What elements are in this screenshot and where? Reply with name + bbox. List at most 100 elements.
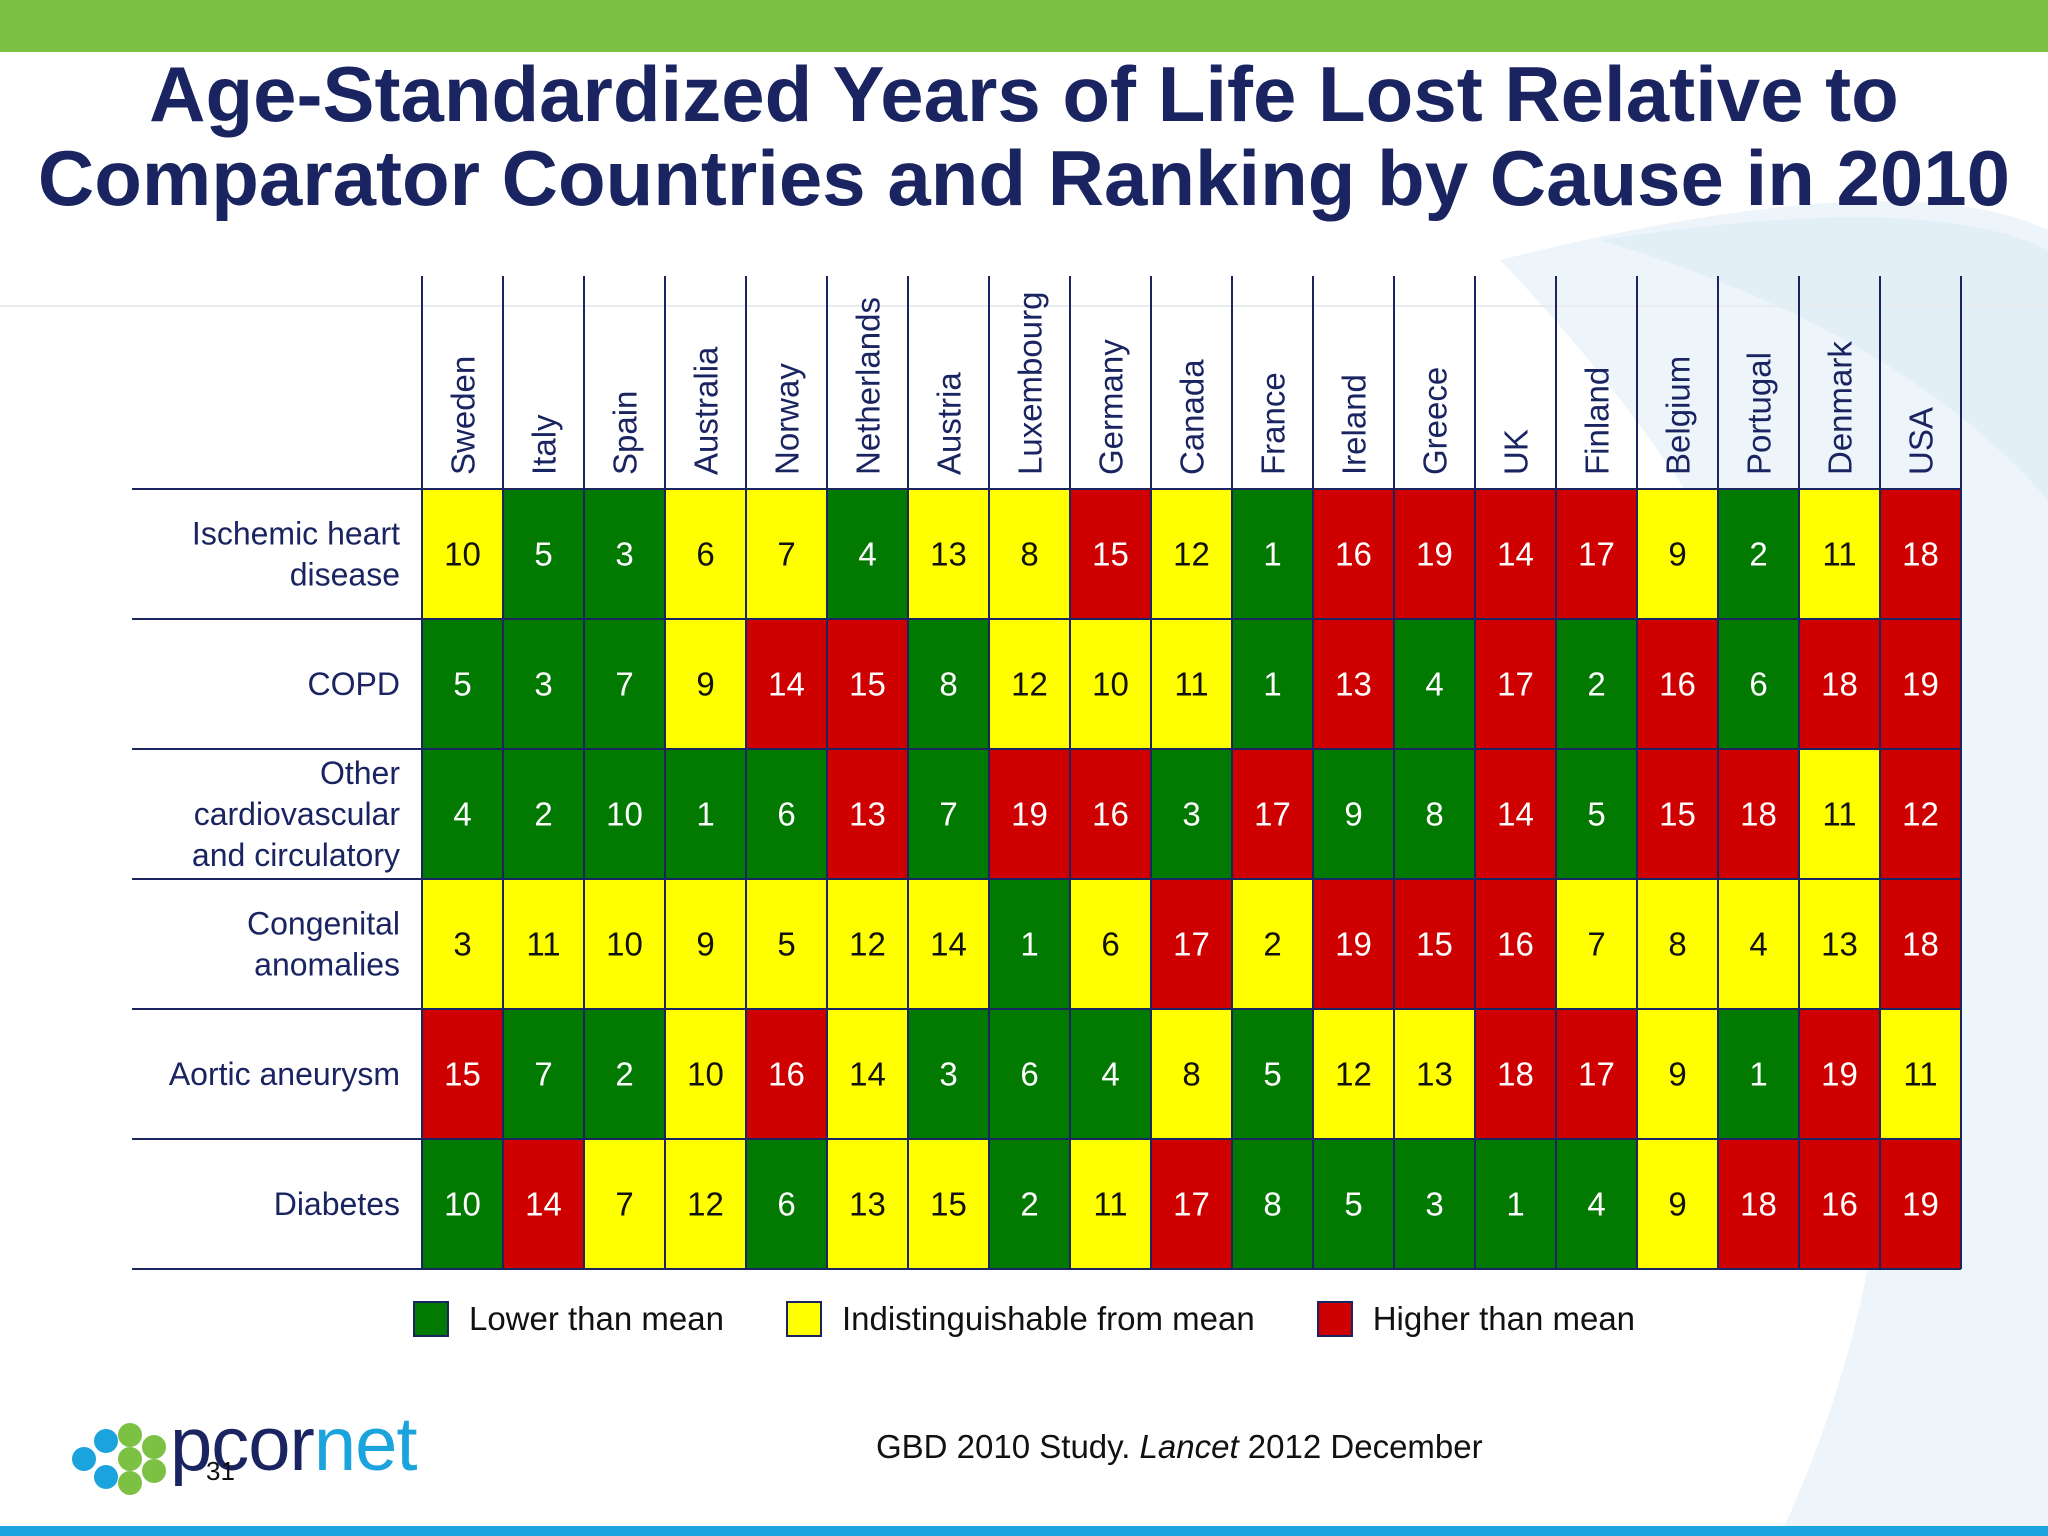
country-header: USA (1903, 407, 1940, 475)
rank-cell (1475, 1139, 1556, 1269)
rank-value: 7 (777, 536, 795, 573)
rank-cell (908, 749, 989, 879)
country-header: Netherlands (850, 297, 887, 475)
rank-value: 5 (1587, 796, 1605, 833)
rank-value: 15 (930, 1186, 967, 1223)
rank-value: 4 (1587, 1186, 1605, 1223)
rank-value: 11 (1093, 1186, 1127, 1223)
rank-cell (1880, 1139, 1961, 1269)
rank-value: 14 (849, 1056, 886, 1093)
rank-cell (1394, 1009, 1475, 1139)
country-header: France (1255, 372, 1292, 475)
rank-value: 2 (1749, 536, 1767, 573)
rank-cell (1799, 489, 1880, 619)
legend-label-indistinguishable: Indistinguishable from mean (841, 1300, 1255, 1337)
legend-item-higher: Higher than mean (1316, 1300, 1635, 1338)
rank-value: 9 (696, 926, 714, 963)
rank-cell (1880, 749, 1961, 879)
rank-value: 13 (930, 536, 967, 573)
rank-cell (1637, 619, 1718, 749)
country-header: Portugal (1741, 352, 1778, 475)
rank-value: 10 (1092, 666, 1129, 703)
rank-cell (989, 1139, 1070, 1269)
rank-value: 9 (696, 666, 714, 703)
rank-cell (584, 1139, 665, 1269)
rank-cell (1718, 1009, 1799, 1139)
rank-value: 3 (939, 1056, 957, 1093)
rank-value: 8 (1263, 1186, 1281, 1223)
rank-value: 17 (1173, 926, 1210, 963)
rank-value: 17 (1578, 1056, 1615, 1093)
source-citation: GBD 2010 Study. Lancet 2012 December (876, 1428, 1483, 1466)
rank-value: 17 (1173, 1186, 1210, 1223)
rank-cell (746, 1009, 827, 1139)
rank-cell (989, 489, 1070, 619)
country-header: Finland (1579, 367, 1616, 475)
rank-value: 14 (768, 666, 805, 703)
rank-cell (1232, 879, 1313, 1009)
rank-value: 18 (1740, 796, 1777, 833)
rank-cell (1232, 489, 1313, 619)
rank-value: 4 (858, 536, 876, 573)
rank-value: 9 (1668, 1056, 1686, 1093)
rank-value: 1 (1020, 926, 1038, 963)
slide-title: Age-Standardized Years of Life Lost Rela… (0, 52, 2048, 220)
rank-value: 8 (1668, 926, 1686, 963)
rank-cell (1637, 879, 1718, 1009)
country-header: Italy (526, 414, 563, 475)
rank-cell (1718, 749, 1799, 879)
rank-value: 3 (453, 926, 471, 963)
rank-cell (1475, 879, 1556, 1009)
rank-cell (1718, 619, 1799, 749)
country-header: Spain (607, 391, 644, 475)
row-label: Diabetes (274, 1186, 400, 1222)
rank-cell (584, 749, 665, 879)
rank-cell (584, 489, 665, 619)
row-label: disease (290, 557, 400, 593)
pcornet-logo: pcornet (66, 1402, 426, 1515)
rank-cell (422, 879, 503, 1009)
rank-value: 9 (1344, 796, 1362, 833)
rank-cell (1070, 1139, 1151, 1269)
rank-cell (1070, 879, 1151, 1009)
top-accent-bar (0, 0, 2048, 52)
rank-value: 14 (1497, 796, 1534, 833)
rank-cell (503, 619, 584, 749)
rank-cell (908, 879, 989, 1009)
rank-cell (422, 1009, 503, 1139)
rank-value: 17 (1578, 536, 1615, 573)
rank-cell (1313, 489, 1394, 619)
rank-value: 19 (1821, 1056, 1858, 1093)
rank-value: 7 (534, 1056, 552, 1093)
country-header: Belgium (1660, 356, 1697, 475)
rank-value: 4 (1101, 1056, 1119, 1093)
rank-cell (1232, 749, 1313, 879)
rank-value: 8 (939, 666, 957, 703)
logo-molecule-icon (72, 1423, 166, 1495)
rank-cell (1799, 1009, 1880, 1139)
rank-value: 19 (1902, 1186, 1939, 1223)
rank-value: 12 (1011, 666, 1048, 703)
rank-value: 2 (1263, 926, 1281, 963)
rank-cell (1556, 1139, 1637, 1269)
rank-cell (1637, 1009, 1718, 1139)
rank-value: 6 (1101, 926, 1119, 963)
rank-cell (989, 879, 1070, 1009)
rank-cell (1151, 619, 1232, 749)
rank-value: 4 (1749, 926, 1767, 963)
rank-cell (746, 749, 827, 879)
rank-value: 16 (1335, 536, 1372, 573)
rank-cell (1232, 1009, 1313, 1139)
title-line-2: Comparator Countries and Ranking by Caus… (37, 134, 2011, 222)
rank-cell (665, 749, 746, 879)
rank-cell (1313, 1139, 1394, 1269)
rank-value: 1 (1263, 536, 1281, 573)
rank-value: 9 (1668, 1186, 1686, 1223)
rank-cell (746, 619, 827, 749)
rank-value: 16 (1092, 796, 1129, 833)
row-label: COPD (308, 666, 400, 702)
rank-cell (1556, 619, 1637, 749)
country-header: Denmark (1822, 341, 1859, 475)
rank-value: 12 (1902, 796, 1939, 833)
